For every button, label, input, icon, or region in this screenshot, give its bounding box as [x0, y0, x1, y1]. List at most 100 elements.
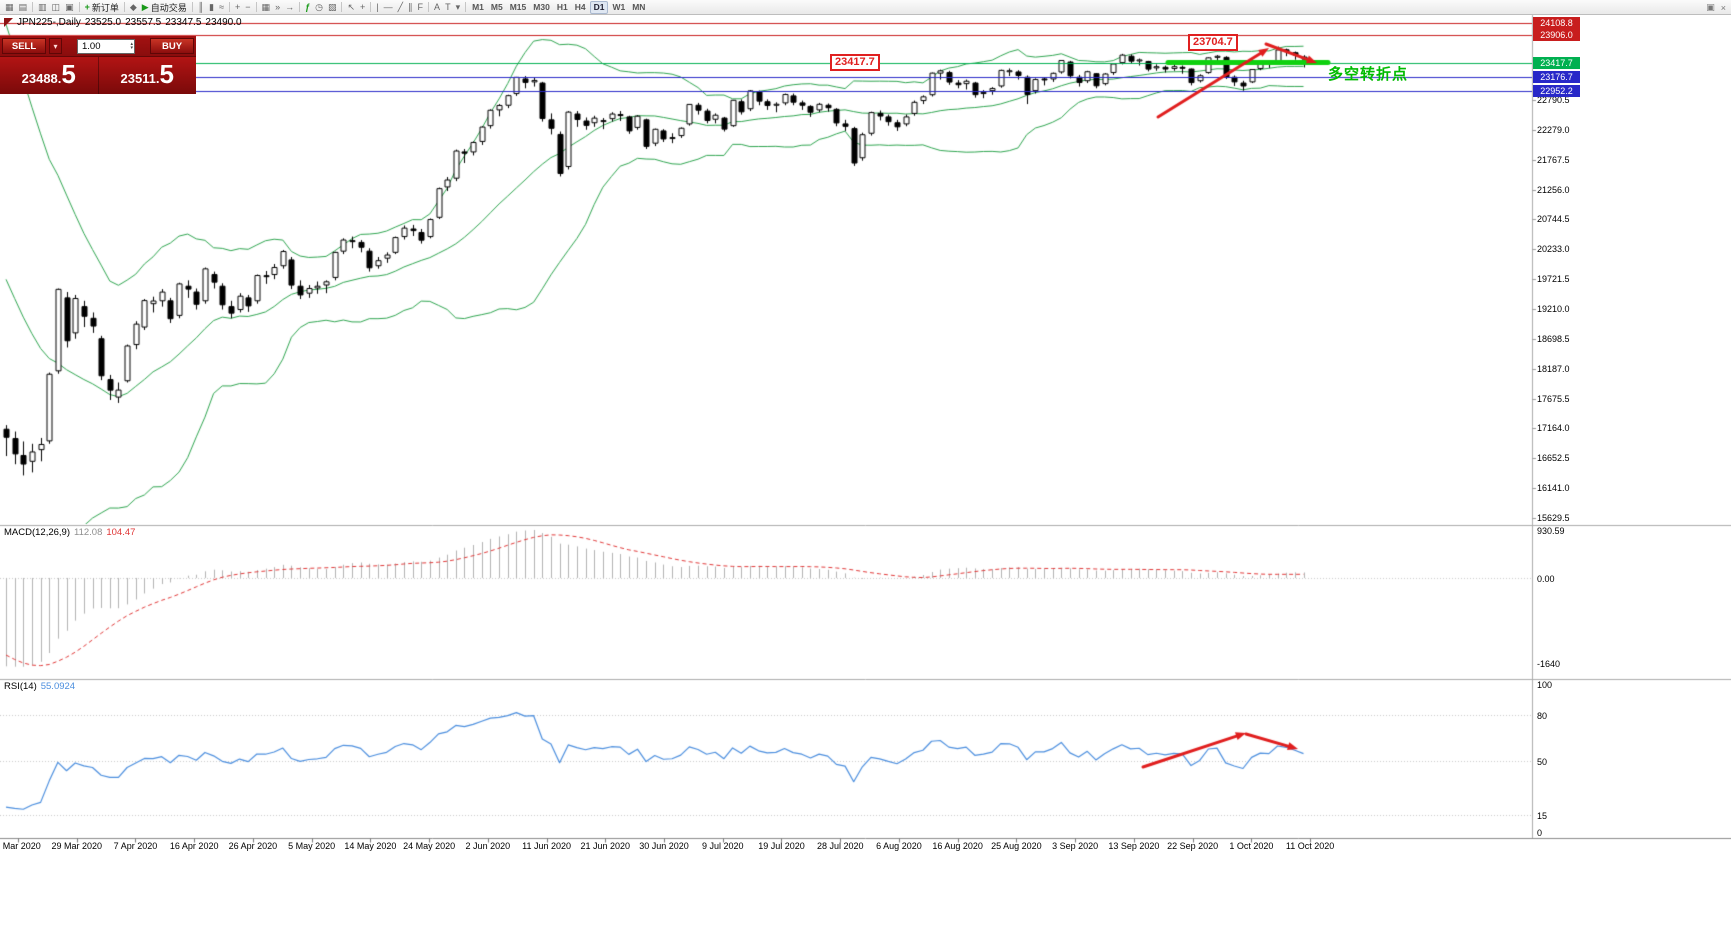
toolbar-separator — [229, 2, 231, 12]
metaeditor-button[interactable]: ◆ — [128, 1, 139, 14]
buy-price-int: 23511 — [120, 71, 156, 86]
chart-shift-button[interactable]: → — [283, 1, 296, 14]
fibonacci-button[interactable]: F — [416, 1, 426, 14]
indicators-button[interactable]: ƒ — [303, 1, 312, 14]
buy-price-dot: . — [155, 71, 160, 86]
buy-price-pip: 5 — [159, 59, 175, 89]
vertical-line-button[interactable]: | — [374, 1, 380, 14]
restore-window-icon[interactable]: ▣ — [1706, 2, 1715, 12]
toolbar-separator — [255, 2, 257, 12]
legend-open: 23525.0 — [84, 17, 122, 28]
market-watch-icon: ▥ — [38, 1, 47, 12]
tile-windows-icon: ▦ — [261, 1, 271, 12]
data-window-button[interactable]: ◫ — [50, 1, 63, 14]
text-button[interactable]: A — [432, 1, 442, 14]
stepper-up-icon: ▴ — [130, 41, 133, 47]
navigator-icon: ▣ — [65, 1, 74, 12]
market-watch-button[interactable]: ▥ — [36, 1, 49, 14]
trendline-button[interactable]: ╱ — [396, 1, 405, 14]
chevron-down-icon: ▾ — [53, 41, 58, 51]
toolbar-separator — [123, 2, 125, 12]
crosshair-button[interactable]: + — [358, 1, 367, 14]
fibonacci-icon: F — [417, 1, 424, 12]
horizontal-line-button[interactable]: — — [382, 1, 395, 14]
timeframe-mn-button[interactable]: MN — [629, 1, 648, 14]
label-button[interactable]: T — [443, 1, 453, 14]
templates-button[interactable]: ▧ — [326, 1, 339, 14]
sell-price-dot: . — [57, 71, 62, 86]
rsi-value: 55.0924 — [40, 681, 76, 692]
timeframe-h1-button[interactable]: H1 — [554, 1, 571, 14]
arrows-button[interactable]: ▾ — [454, 1, 463, 14]
toolbar-separator — [191, 2, 193, 12]
timeframe-h4-button[interactable]: H4 — [572, 1, 589, 14]
stepper-down-icon: ▾ — [130, 45, 133, 51]
toolbar-separator — [465, 2, 467, 12]
chart-legend: JPN225-,Daily 23525.0 23557.5 23347.5 23… — [4, 17, 242, 28]
auto-trading-icon: ▶ — [141, 1, 149, 12]
indicators-icon: ƒ — [305, 1, 311, 12]
bar-chart-icon: ║ — [197, 1, 205, 12]
timeframe-m15-button[interactable]: M15 — [507, 1, 530, 14]
one-click-top-row: SELL ▾ 1.00 ▴ ▾ BUY — [0, 36, 196, 56]
profiles-button[interactable]: ▤ — [17, 1, 30, 14]
sell-price[interactable]: 23488. 5 — [0, 57, 98, 94]
zoom-in-icon: + — [235, 1, 241, 12]
legend-symbol-period: JPN225-,Daily — [17, 17, 81, 28]
volume-stepper[interactable]: ▴ ▾ — [130, 41, 133, 51]
zoom-in-button[interactable]: + — [233, 1, 242, 14]
channel-button[interactable]: ∥ — [406, 1, 415, 14]
one-click-price-row: 23488. 5 23511. 5 — [0, 56, 196, 94]
horizontal-line-icon: — — [383, 1, 393, 12]
candlestick-chart-button[interactable]: ▮ — [207, 1, 216, 14]
close-window-icon[interactable]: × — [1720, 2, 1726, 13]
timeframe-w1-button[interactable]: W1 — [609, 1, 628, 14]
periods-icon: ◷ — [315, 1, 323, 12]
sell-button[interactable]: SELL — [2, 38, 46, 54]
auto-scroll-icon: » — [275, 1, 281, 12]
line-chart-button[interactable]: ≈ — [217, 1, 226, 14]
macd-signal-value: 104.47 — [106, 527, 136, 538]
label-icon: T — [445, 1, 451, 12]
zoom-out-button[interactable]: − — [243, 1, 252, 14]
timeframe-d1-button[interactable]: D1 — [589, 0, 609, 14]
buy-price[interactable]: 23511. 5 — [97, 57, 197, 94]
chart-shift-icon: → — [285, 1, 295, 12]
toolbar-separator — [428, 2, 430, 12]
data-window-icon: ◫ — [51, 1, 61, 12]
legend-high: 23557.5 — [125, 17, 162, 28]
legend-low: 23347.5 — [165, 17, 202, 28]
new-chart-button[interactable]: ▦ — [3, 1, 16, 14]
timeframe-m5-button[interactable]: M5 — [488, 1, 506, 14]
new-order-button[interactable]: + 新订单 — [83, 1, 121, 14]
sell-price-int: 23488 — [21, 71, 58, 86]
toolbar-window-icons: ▣ × — [1704, 1, 1728, 14]
auto-trading-button[interactable]: ▶ 自动交易 — [140, 1, 189, 14]
trendline-icon: ╱ — [397, 1, 404, 12]
legend-close: 23490.0 — [205, 17, 242, 28]
bar-chart-button[interactable]: ║ — [196, 1, 206, 14]
toolbar-separator — [341, 2, 343, 12]
candlestick-chart-icon: ▮ — [209, 1, 215, 12]
navigator-button[interactable]: ▣ — [63, 1, 76, 14]
crosshair-icon: + — [360, 1, 366, 12]
buy-button[interactable]: BUY — [150, 38, 194, 54]
toolbar-separator — [78, 2, 80, 12]
periods-button[interactable]: ◷ — [313, 1, 325, 14]
one-click-collapse-icon[interactable] — [4, 18, 13, 27]
timeframe-m1-button[interactable]: M1 — [469, 1, 487, 14]
zoom-out-icon: − — [245, 1, 251, 12]
new-order-label: 新订单 — [91, 2, 119, 13]
auto-scroll-button[interactable]: » — [273, 1, 282, 14]
volume-input[interactable]: 1.00 ▴ ▾ — [77, 38, 135, 54]
channel-icon: ∥ — [408, 1, 413, 12]
rsi-name: RSI(14) — [4, 681, 37, 692]
toolbar: ▦ ▤ ▥ ◫ ▣ + 新订单 ◆ ▶ 自动交易 ║ ▮ ≈ + − ▦» → ƒ ◷ ▧ ↖ + | — ╱ ∥ F A T ▾ M1 M5… — [0, 0, 1731, 15]
timeframe-m30-button[interactable]: M30 — [530, 1, 553, 14]
order-settings-dropdown[interactable]: ▾ — [49, 38, 62, 54]
arrows-icon: ▾ — [455, 1, 461, 12]
cursor-button[interactable]: ↖ — [345, 1, 357, 14]
volume-value: 1.00 — [82, 40, 101, 52]
tile-windows-button[interactable]: ▦ — [260, 1, 273, 14]
